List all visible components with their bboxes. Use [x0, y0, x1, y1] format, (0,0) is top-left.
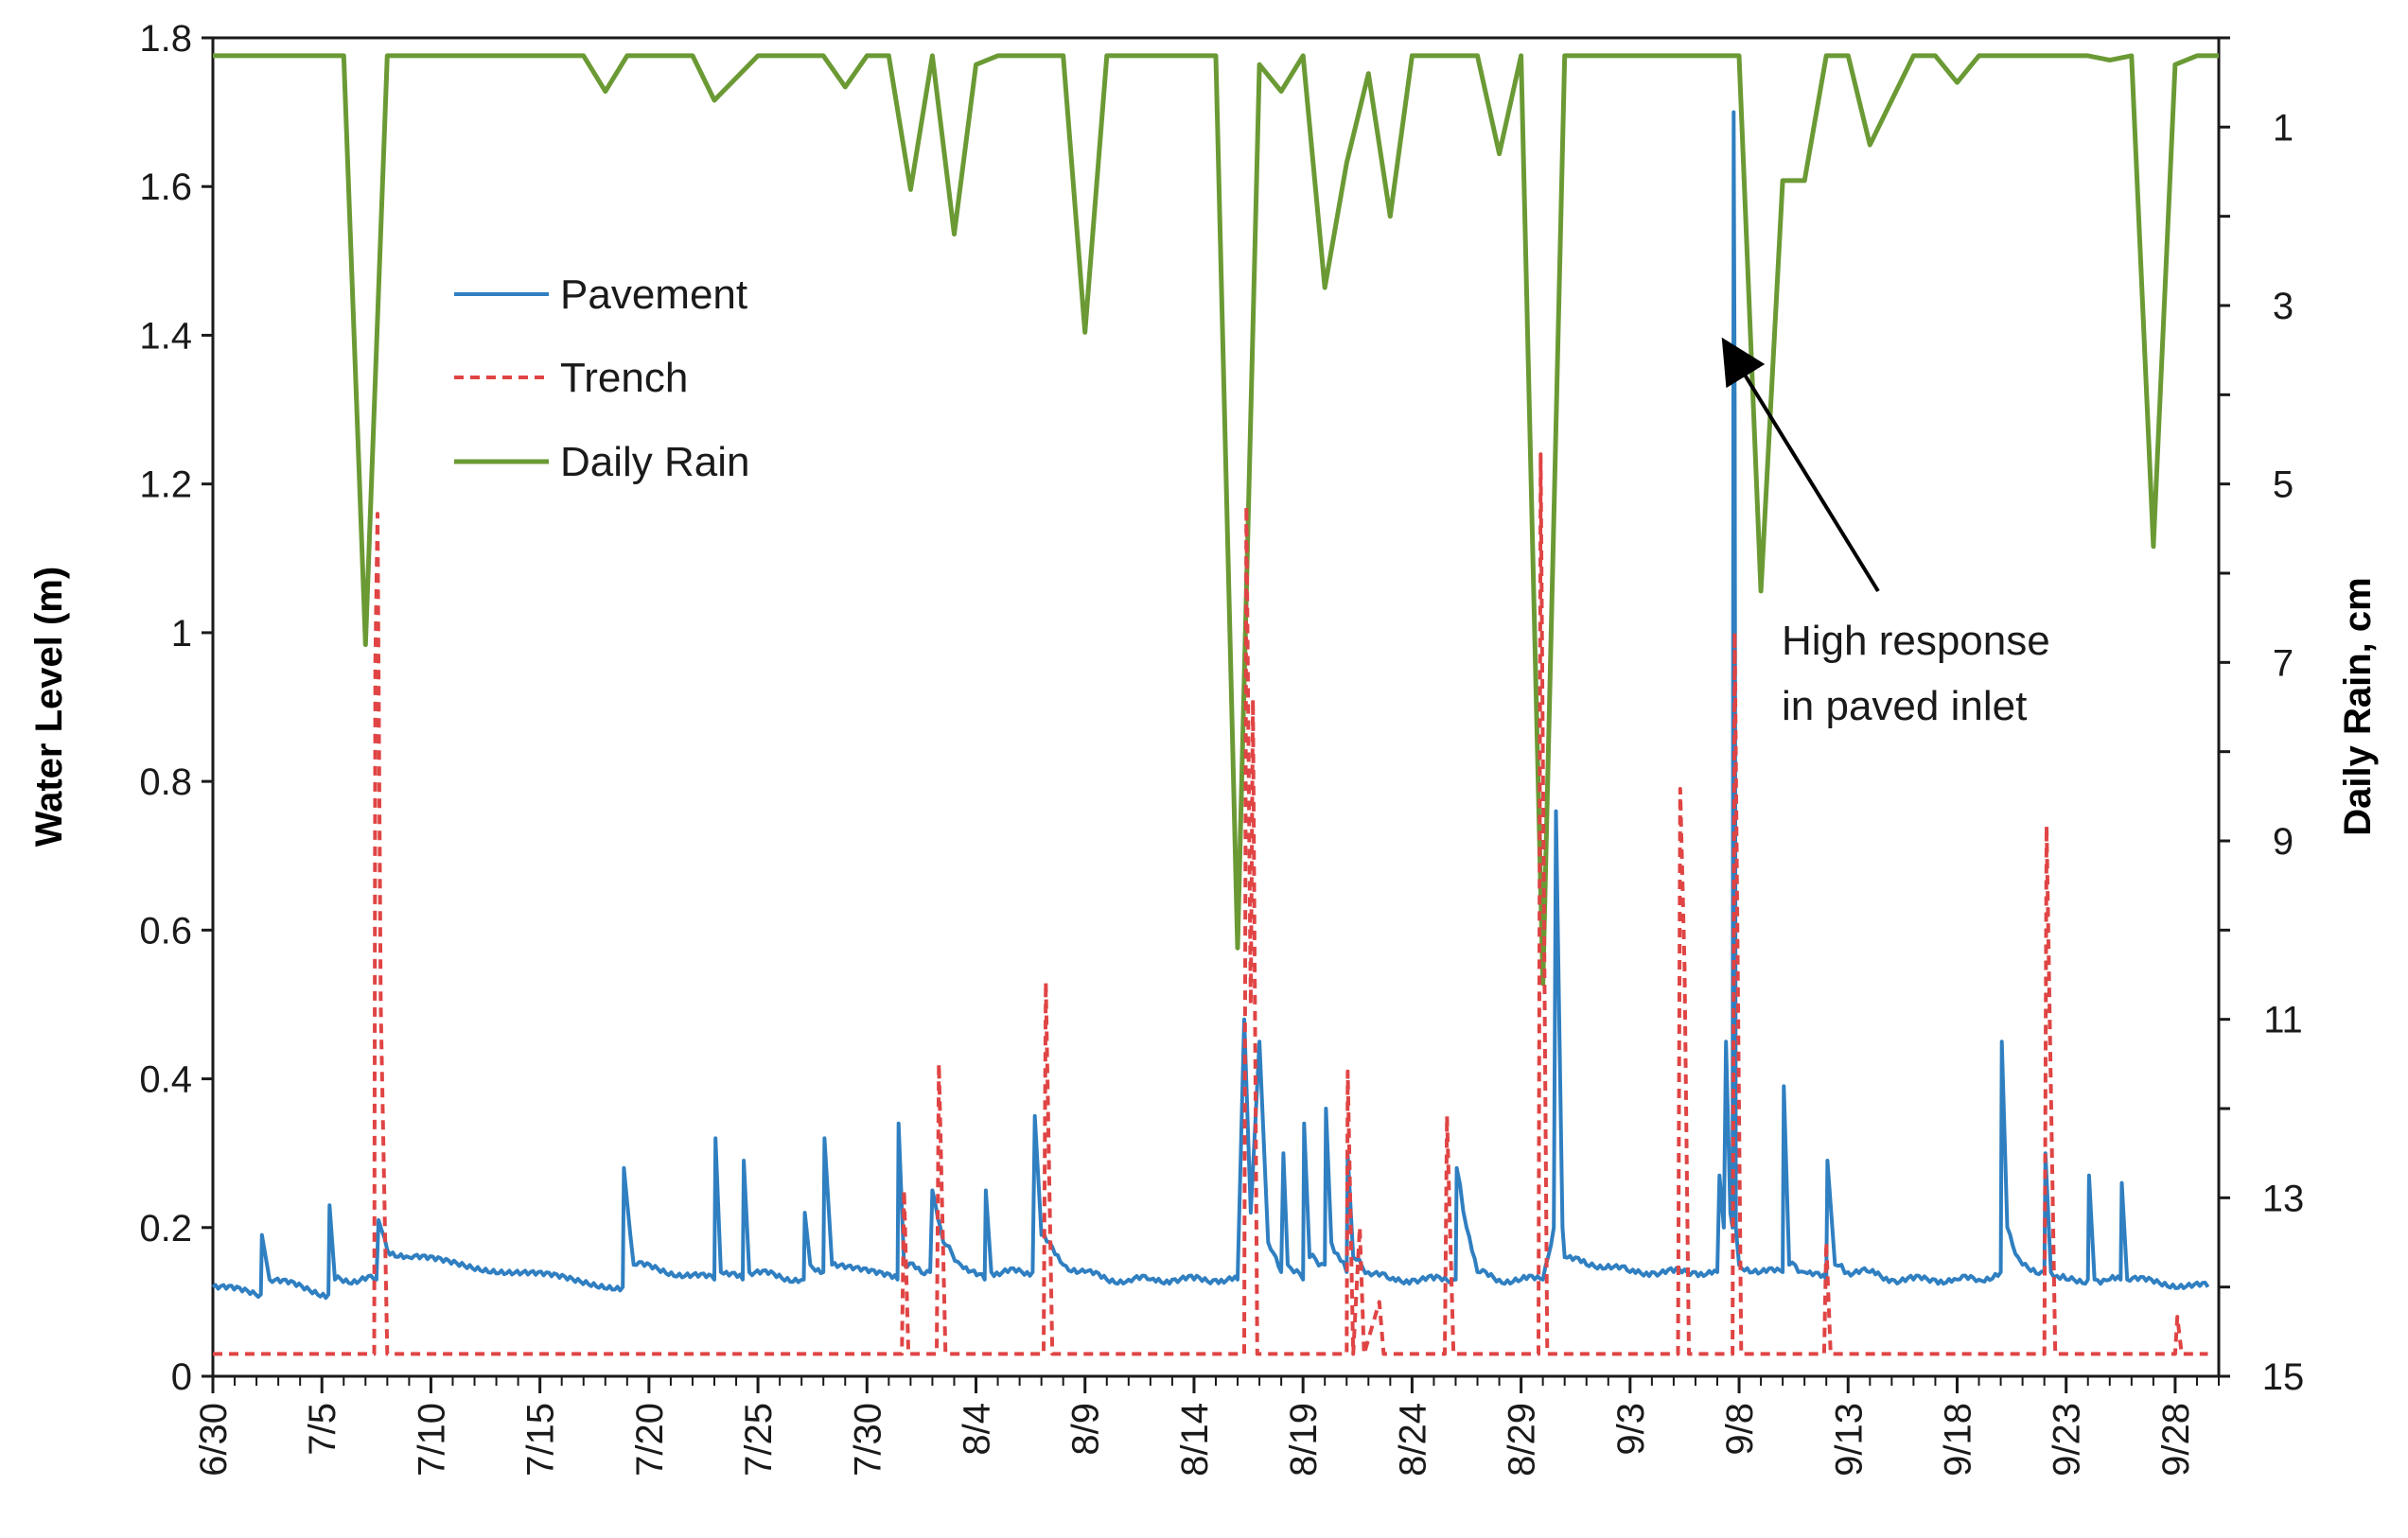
series-line-daily-rain [213, 53, 2219, 987]
x-tick-label: 8/14 [1174, 1403, 1216, 1477]
x-tick-label: 8/19 [1283, 1403, 1325, 1477]
x-tick-label: 6/30 [193, 1403, 235, 1477]
left-tick-label: 0.4 [139, 1059, 192, 1101]
x-tick-label: 8/29 [1502, 1403, 1543, 1477]
x-tick-label: 9/23 [2047, 1403, 2088, 1477]
left-tick-label: 0.6 [139, 910, 192, 952]
right-tick-label: 15 [2262, 1356, 2305, 1398]
left-tick-label: 1 [171, 613, 192, 655]
annotation-arrow [1721, 337, 1880, 593]
x-tick-label: 8/4 [957, 1403, 998, 1456]
x-tick-label: 9/8 [1719, 1403, 1761, 1456]
right-tick-label: 7 [2273, 642, 2294, 684]
series-lines [211, 53, 2219, 1356]
left-tick-label: 0 [171, 1356, 192, 1398]
annotation: High response in paved inlet [1721, 337, 2050, 729]
x-tick-label: 7/20 [629, 1403, 671, 1477]
x-tick-label: 7/25 [738, 1403, 780, 1477]
left-tick-label: 1.8 [139, 18, 192, 60]
left-tick-label: 1.4 [139, 315, 192, 357]
left-y-axis: 0 0.2 0.4 0.6 0.8 1 1.2 1.4 1.6 1.8 [139, 18, 213, 1398]
right-tick-label: 3 [2273, 286, 2294, 327]
legend-label-pavement: Pavement [560, 271, 747, 318]
right-tick-label: 13 [2262, 1178, 2305, 1219]
x-tick-label: 8/9 [1065, 1403, 1107, 1456]
series-line-trench [213, 452, 2208, 1356]
x-tick-label: 9/28 [2155, 1403, 2197, 1477]
x-tick-label: 7/5 [302, 1403, 343, 1456]
x-tick-label: 8/24 [1392, 1403, 1433, 1477]
right-tick-label: 11 [2263, 1000, 2303, 1041]
right-tick-label: 9 [2273, 821, 2294, 863]
x-tick-label: 9/3 [1610, 1403, 1652, 1456]
x-axis: 6/30 7/5 7/10 7/15 7/20 7/25 7/30 8/4 8/9 8/14 8/1… [193, 1376, 2220, 1477]
x-tick-label: 7/10 [411, 1403, 452, 1477]
left-tick-label: 0.8 [139, 761, 192, 803]
y-axis-title-right: Daily Rain, cm [2337, 577, 2379, 835]
right-tick-label: 1 [2273, 107, 2294, 149]
x-tick-label: 9/13 [1828, 1403, 1870, 1477]
annotation-line-2: in paved inlet [1782, 683, 2027, 729]
right-tick-label: 5 [2273, 464, 2294, 506]
legend-label-daily-rain: Daily Rain [560, 439, 750, 485]
left-tick-label: 0.2 [139, 1208, 192, 1250]
left-tick-label: 1.6 [139, 166, 192, 208]
series-line-pavement [211, 110, 2210, 1301]
left-tick-label: 1.2 [139, 464, 192, 506]
x-tick-label: 9/18 [1937, 1403, 1978, 1477]
legend-label-trench: Trench [560, 355, 688, 401]
annotation-line-1: High response [1782, 618, 2050, 664]
y-axis-title-left: Water Level (m) [28, 567, 70, 847]
x-tick-label: 7/30 [847, 1403, 888, 1477]
x-tick-label: 7/15 [520, 1403, 562, 1477]
legend: Pavement Trench Daily Rain [454, 271, 750, 485]
